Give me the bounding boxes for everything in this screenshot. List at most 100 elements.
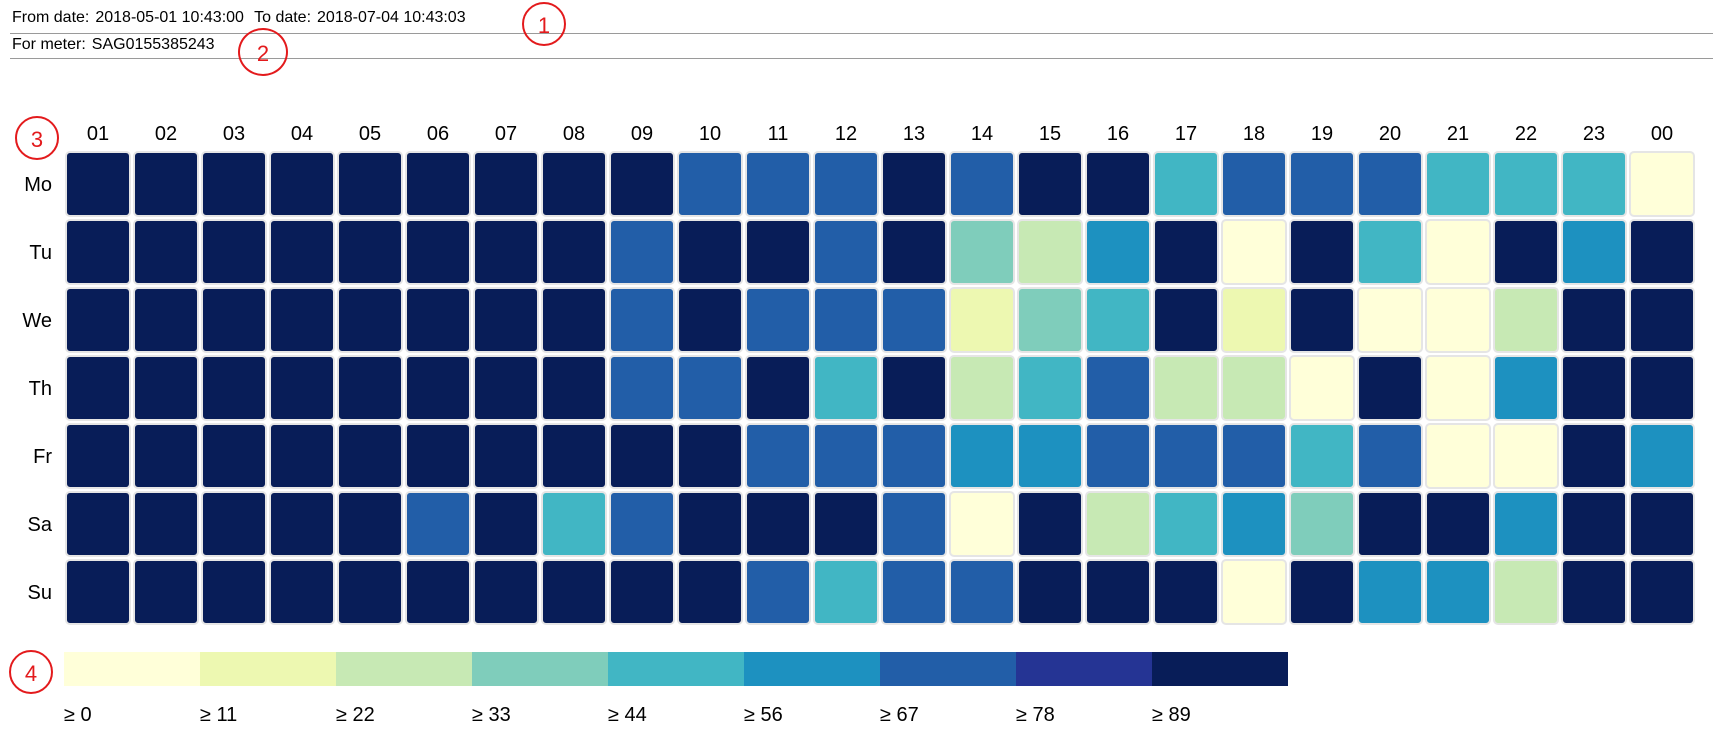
heatmap-cell (337, 423, 403, 489)
heatmap-cell (201, 151, 267, 217)
heatmap-cell (1561, 423, 1627, 489)
heatmap-cell (1221, 559, 1287, 625)
header-divider-1 (10, 33, 1713, 34)
heatmap-cell (1561, 219, 1627, 285)
heatmap-cell (813, 287, 879, 353)
heatmap-cell (745, 219, 811, 285)
heatmap-cell (881, 151, 947, 217)
heatmap-cell (677, 491, 743, 557)
heatmap-cell (133, 287, 199, 353)
heatmap-cell (337, 559, 403, 625)
heatmap-cell (201, 491, 267, 557)
callout-4: 4 (9, 650, 53, 694)
heatmap-cell (1085, 287, 1151, 353)
heatmap-cell (949, 423, 1015, 489)
heatmap-cell (677, 559, 743, 625)
heatmap-cell (65, 219, 131, 285)
heatmap-cell (337, 219, 403, 285)
hour-label: 01 (87, 123, 109, 145)
heatmap-cell (1017, 287, 1083, 353)
heatmap-cell (677, 423, 743, 489)
heatmap-cell (1629, 287, 1695, 353)
to-date-label: To date: (254, 9, 312, 26)
heatmap-cell (609, 219, 675, 285)
heatmap-cell (1153, 287, 1219, 353)
hour-label: 22 (1515, 123, 1537, 145)
heatmap-cell (201, 219, 267, 285)
heatmap-cell (405, 355, 471, 421)
heatmap-cell (405, 287, 471, 353)
heatmap-cell (609, 559, 675, 625)
heatmap-cell (609, 355, 675, 421)
hour-label: 02 (155, 123, 177, 145)
hour-label: 05 (359, 123, 381, 145)
heatmap-cell (1561, 491, 1627, 557)
heatmap-cell (1289, 423, 1355, 489)
heatmap-cell (65, 287, 131, 353)
heatmap-cell (813, 151, 879, 217)
legend-swatch (200, 652, 336, 686)
heatmap-cell (269, 219, 335, 285)
heatmap-cell (1425, 151, 1491, 217)
heatmap-cell (269, 491, 335, 557)
hour-label: 15 (1039, 123, 1061, 145)
heatmap-cell (541, 559, 607, 625)
heatmap-cell (541, 219, 607, 285)
legend-swatch (744, 652, 880, 686)
heatmap-cell (609, 287, 675, 353)
legend-label: ≥ 33 (472, 704, 511, 726)
legend-swatch (608, 652, 744, 686)
heatmap-cell (65, 491, 131, 557)
heatmap-cell (609, 491, 675, 557)
heatmap-cell (1289, 491, 1355, 557)
legend-swatch (64, 652, 200, 686)
heatmap-cell (1561, 355, 1627, 421)
heatmap-cell (1629, 219, 1695, 285)
legend-swatch (472, 652, 608, 686)
legend-label: ≥ 56 (744, 704, 783, 726)
legend-swatch (1152, 652, 1288, 686)
hour-label: 09 (631, 123, 653, 145)
hour-label: 12 (835, 123, 857, 145)
heatmap-cell (677, 219, 743, 285)
heatmap-cell (881, 559, 947, 625)
hour-label: 17 (1175, 123, 1197, 145)
heatmap-cell (405, 151, 471, 217)
heatmap-cell (1493, 219, 1559, 285)
legend-label: ≥ 78 (1016, 704, 1055, 726)
heatmap-cell (269, 559, 335, 625)
heatmap-cell (405, 559, 471, 625)
day-label: Th (29, 378, 52, 400)
legend-label: ≥ 22 (336, 704, 375, 726)
day-label: We (22, 310, 52, 332)
heatmap-cell (949, 287, 1015, 353)
heatmap-cell (337, 151, 403, 217)
heatmap-cell (201, 287, 267, 353)
heatmap-cell (473, 423, 539, 489)
heatmap-cell (1357, 559, 1423, 625)
heatmap-cell (1017, 151, 1083, 217)
heatmap-cell (1561, 151, 1627, 217)
heatmap-cell (813, 355, 879, 421)
heatmap-cell (881, 287, 947, 353)
heatmap-cell (65, 151, 131, 217)
hour-label: 00 (1651, 123, 1673, 145)
heatmap-cell (269, 423, 335, 489)
heatmap-cell (1153, 491, 1219, 557)
heatmap-cell (65, 423, 131, 489)
heatmap-cell (1561, 559, 1627, 625)
day-label: Su (28, 582, 52, 604)
heatmap-cell (1153, 559, 1219, 625)
heatmap-cell (1221, 219, 1287, 285)
heatmap-cell (201, 423, 267, 489)
heatmap-cell (1085, 423, 1151, 489)
heatmap-cell (745, 491, 811, 557)
legend-label: ≥ 67 (880, 704, 919, 726)
heatmap-cell (1221, 355, 1287, 421)
heatmap-cell (1289, 287, 1355, 353)
meter-info: For meter: SAG0155385243 (12, 36, 215, 54)
heatmap-cell (881, 491, 947, 557)
heatmap-cell (1153, 151, 1219, 217)
heatmap-cell (133, 491, 199, 557)
